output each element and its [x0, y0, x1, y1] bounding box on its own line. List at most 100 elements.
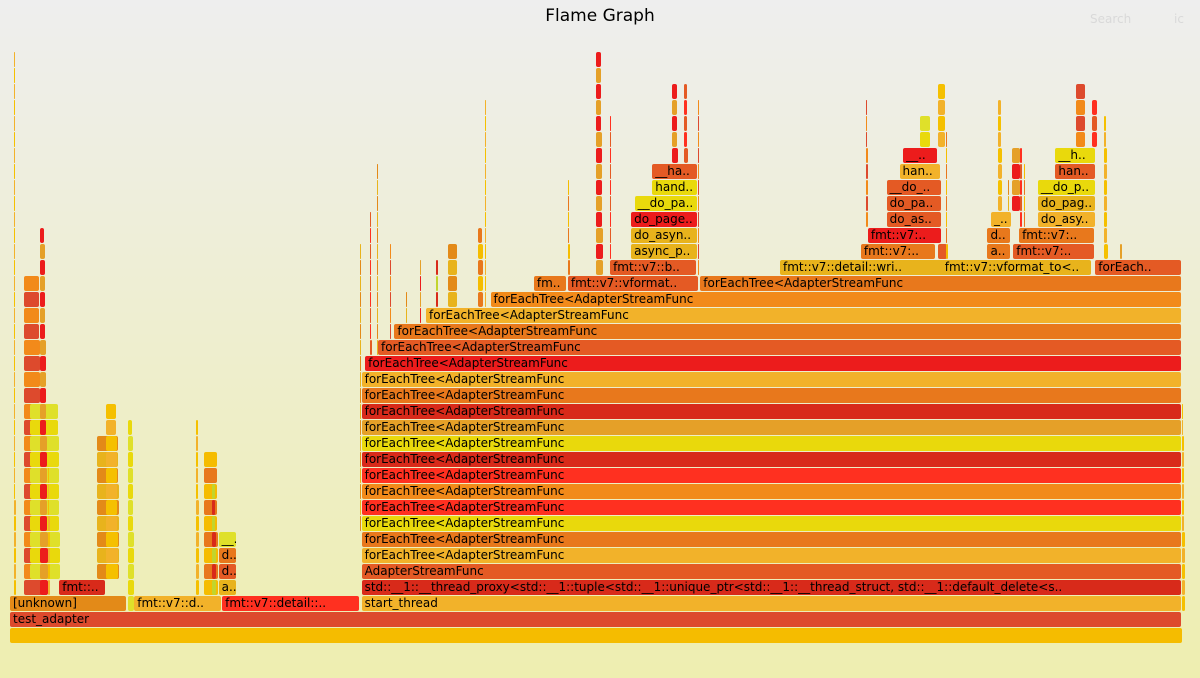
flame-frame-small[interactable] — [196, 564, 199, 579]
flame-frame-small[interactable] — [610, 132, 611, 147]
flame-frame-small[interactable] — [672, 132, 677, 147]
flame-frame-small[interactable] — [212, 516, 215, 531]
flame-frame-small[interactable] — [448, 292, 457, 307]
flame-frame-small[interactable] — [40, 516, 47, 531]
flame-frame-small[interactable] — [938, 132, 945, 147]
flame-frame-small[interactable] — [420, 276, 421, 291]
flame-frame-small[interactable] — [370, 228, 371, 243]
flame-frame[interactable]: fmt::v7::vformat.. — [567, 276, 699, 291]
flame-frame-small[interactable] — [1012, 148, 1020, 163]
flame-frame[interactable]: a.. — [218, 580, 237, 595]
flame-frame-small[interactable] — [360, 340, 361, 355]
flame-frame[interactable]: [unknown] — [10, 596, 127, 611]
flame-frame-small[interactable] — [684, 116, 687, 131]
flame-frame-small[interactable] — [40, 452, 47, 467]
flame-frame[interactable]: __.. — [218, 532, 237, 547]
flame-frame-small[interactable] — [196, 468, 198, 483]
flame-frame-small[interactable] — [128, 468, 133, 483]
flame-frame-small[interactable] — [40, 356, 46, 371]
flame-frame-small[interactable] — [24, 580, 42, 595]
flame-frame-small[interactable] — [596, 68, 601, 83]
flame-frame-small[interactable] — [377, 244, 378, 259]
flame-frame-small[interactable] — [48, 548, 50, 563]
flame-frame-small[interactable] — [478, 260, 483, 275]
flame-frame[interactable]: han.. — [1055, 164, 1096, 179]
flame-frame-small[interactable] — [14, 436, 15, 451]
flame-frame-small[interactable] — [106, 500, 117, 515]
flame-frame-small[interactable] — [48, 500, 49, 515]
flame-frame-small[interactable] — [1076, 132, 1085, 147]
flame-frame-small[interactable] — [1182, 452, 1184, 467]
flame-frame-small[interactable] — [596, 116, 601, 131]
flame-frame-small[interactable] — [14, 548, 16, 563]
flame-frame[interactable]: do_asyn.. — [631, 228, 697, 243]
flame-frame-small[interactable] — [212, 548, 216, 563]
flame-frame-small[interactable] — [698, 116, 699, 131]
flame-frame-small[interactable] — [14, 516, 16, 531]
flame-frame[interactable]: forEachTree<AdapterStreamFunc — [361, 388, 1181, 403]
flame-frame-small[interactable] — [1020, 196, 1022, 211]
flame-frame-small[interactable] — [1104, 116, 1106, 131]
flame-frame-small[interactable] — [128, 580, 134, 595]
flame-frame-small[interactable] — [406, 292, 407, 307]
flame-frame-small[interactable] — [40, 468, 47, 483]
flame-frame-small[interactable] — [196, 420, 198, 435]
flame-frame[interactable]: fmt::v7::d.. — [134, 596, 222, 611]
flame-frame-small[interactable] — [377, 260, 378, 275]
flame-frame-small[interactable] — [436, 292, 438, 307]
flame-frame-small[interactable] — [568, 244, 570, 259]
flame-frame-small[interactable] — [866, 196, 868, 211]
flame-frame-small[interactable] — [40, 564, 48, 579]
flame-frame-small[interactable] — [212, 500, 215, 515]
flame-frame-small[interactable] — [568, 212, 569, 227]
flame-frame-small[interactable] — [377, 180, 378, 195]
flame-frame-small[interactable] — [24, 356, 40, 371]
flame-frame-small[interactable] — [196, 436, 198, 451]
flame-frame-small[interactable] — [106, 468, 117, 483]
flame-frame-small[interactable] — [360, 356, 361, 371]
flame-frame-small[interactable] — [698, 212, 699, 227]
flame-frame-small[interactable] — [106, 404, 116, 419]
flame-frame-small[interactable] — [610, 212, 611, 227]
flame-frame-small[interactable] — [14, 468, 15, 483]
flame-frame-small[interactable] — [610, 116, 611, 131]
flame-frame-small[interactable] — [698, 100, 699, 115]
flame-frame-small[interactable] — [40, 500, 47, 515]
flame-frame-small[interactable] — [1008, 180, 1009, 195]
flame-frame-small[interactable] — [128, 516, 133, 531]
flame-frame-small[interactable] — [998, 100, 1001, 115]
flame-frame[interactable]: do_pag.. — [1037, 196, 1096, 211]
flame-frame-small[interactable] — [1104, 244, 1108, 259]
flame-frame[interactable]: forEachTree<AdapterStreamFunc — [361, 500, 1181, 515]
flame-frame[interactable]: __.. — [903, 148, 938, 163]
flame-frame-small[interactable] — [377, 276, 378, 291]
flame-frame-small[interactable] — [610, 164, 611, 179]
flame-frame-small[interactable] — [370, 260, 371, 275]
flame-frame-small[interactable] — [14, 100, 15, 115]
flame-frame-small[interactable] — [14, 68, 15, 83]
flame-frame-small[interactable] — [610, 148, 611, 163]
flame-frame[interactable]: forEachTree<AdapterStreamFunc — [700, 276, 1181, 291]
flame-frame-small[interactable] — [1104, 228, 1107, 243]
flame-frame-small[interactable] — [40, 340, 46, 355]
flame-frame[interactable]: d.. — [218, 564, 237, 579]
flame-frame-small[interactable] — [196, 484, 198, 499]
flame-frame-small[interactable] — [485, 260, 486, 275]
frame-all[interactable] — [10, 628, 1182, 643]
flame-frame-small[interactable] — [1182, 420, 1183, 435]
flame-frame-small[interactable] — [1104, 212, 1107, 227]
flame-frame-small[interactable] — [1182, 468, 1184, 483]
flame-frame-small[interactable] — [946, 132, 947, 147]
flame-frame-small[interactable] — [40, 404, 46, 419]
flame-frame-small[interactable] — [596, 196, 602, 211]
flame-frame-small[interactable] — [370, 212, 371, 227]
flame-frame[interactable]: do_asy.. — [1037, 212, 1096, 227]
flame-frame-small[interactable] — [14, 372, 15, 387]
flame-frame-small[interactable] — [377, 324, 378, 339]
flame-frame-small[interactable] — [485, 244, 486, 259]
flame-frame-small[interactable] — [596, 244, 603, 259]
flame-frame-small[interactable] — [128, 500, 133, 515]
flame-frame-small[interactable] — [360, 372, 361, 387]
search-button[interactable]: Search — [1090, 12, 1132, 26]
flame-frame[interactable]: __do_p.. — [1037, 180, 1096, 195]
